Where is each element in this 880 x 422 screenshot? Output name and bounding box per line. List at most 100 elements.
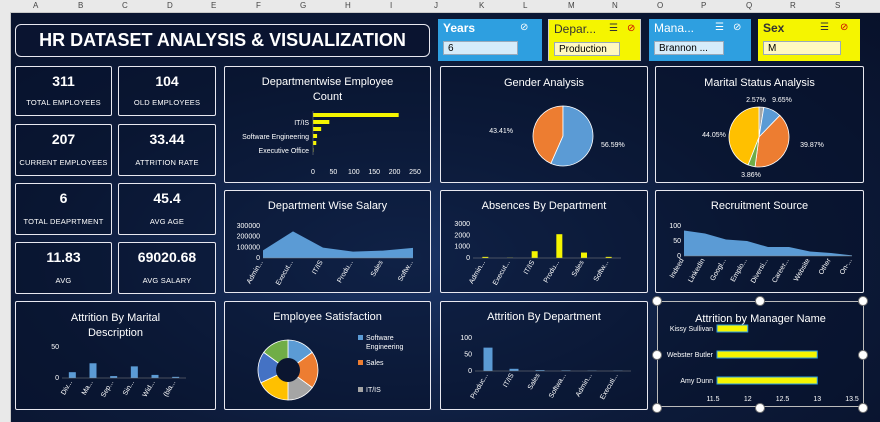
column-letter[interactable]: P xyxy=(701,1,707,10)
dashboard-title-box: HR DATASET ANALYSIS & VISUALIZATION xyxy=(15,24,430,57)
tick-label: 11.5 xyxy=(706,396,719,403)
area-series xyxy=(263,231,413,258)
resize-handle[interactable] xyxy=(858,403,868,413)
chart-absences[interactable]: Absences By Department 0 1000 2000 3000 Admin… xyxy=(440,190,648,293)
column-letter[interactable]: E xyxy=(211,1,217,10)
category-label: Produ... xyxy=(543,259,561,284)
area-series xyxy=(684,230,852,256)
category-label: Webster Butler xyxy=(667,352,714,359)
tick-label: 13 xyxy=(813,396,821,403)
kpi-value: 33.44 xyxy=(149,131,185,147)
column-letter[interactable]: A xyxy=(33,1,39,10)
bar xyxy=(313,134,318,138)
column-letter[interactable]: S xyxy=(835,1,841,10)
column-letter[interactable]: M xyxy=(568,1,575,10)
resize-handle[interactable] xyxy=(652,296,662,306)
column-letter[interactable]: G xyxy=(300,1,307,10)
data-label: 39.87% xyxy=(800,142,824,149)
legend-label: Sales xyxy=(366,360,384,367)
satisfaction-svg: Software Engineering Sales IT/IS xyxy=(257,335,403,401)
tick-label: 0 xyxy=(466,255,470,262)
slicer-sex[interactable]: Sex ☰ ⊘ M xyxy=(758,19,860,61)
clear-filter-icon[interactable]: ⊘ xyxy=(520,22,529,33)
data-label: 2.57% xyxy=(746,97,766,104)
column-letter[interactable]: O xyxy=(657,1,664,10)
row-header-bar xyxy=(0,12,11,422)
tick-label: 50 xyxy=(464,352,472,359)
column-letter[interactable]: R xyxy=(790,1,796,10)
bar xyxy=(110,376,118,378)
column-letter[interactable]: B xyxy=(78,1,84,10)
category-label: Execut... xyxy=(492,259,512,286)
category-label: Execut... xyxy=(275,259,295,286)
column-letter[interactable]: D xyxy=(167,1,173,10)
kpi-label: AVG SALARY xyxy=(142,276,192,285)
category-label: Googl... xyxy=(709,257,727,282)
multiselect-icon[interactable]: ☰ xyxy=(609,23,618,34)
kpi-avg: 11.83 AVG xyxy=(15,242,112,294)
chart-gender[interactable]: Gender Analysis 43.41% 56.59% xyxy=(440,66,648,183)
column-letter[interactable]: J xyxy=(434,1,438,10)
tick-label: 100000 xyxy=(237,244,260,251)
attr-dept-svg: 0 50 100 Produc... IT/IS Sales Softwa... Admin.… xyxy=(460,335,631,401)
column-letter[interactable]: C xyxy=(122,1,128,10)
resize-handle[interactable] xyxy=(652,350,662,360)
multiselect-icon[interactable]: ☰ xyxy=(820,22,829,33)
resize-handle[interactable] xyxy=(858,350,868,360)
tick-label: 0 xyxy=(468,368,472,375)
category-label: IT/IS xyxy=(502,372,516,389)
chart-satisfaction[interactable]: Employee Satisfaction Software Engineering… xyxy=(224,301,431,410)
column-letter[interactable]: H xyxy=(345,1,351,10)
chart-attr-manager[interactable]: Attrition by Manager Name Kissy Sullivan W… xyxy=(657,301,864,407)
kpi-avg-salary: 69020.68 AVG SALARY xyxy=(118,242,216,294)
tick-label: 250 xyxy=(409,169,421,176)
resize-handle[interactable] xyxy=(858,296,868,306)
category-label: Sep... xyxy=(100,379,115,398)
tick-label: 0 xyxy=(311,169,315,176)
column-letter[interactable]: L xyxy=(523,1,528,10)
chart-title: Attrition By Marital Description xyxy=(70,312,161,339)
category-label: IT/IS xyxy=(523,259,537,276)
bar xyxy=(313,113,399,117)
category-label: Diversi... xyxy=(750,257,770,284)
slicer-years-value[interactable]: 6 xyxy=(443,41,518,55)
donut-slice xyxy=(287,351,319,389)
chart-attr-dept[interactable]: Attrition By Department 0 50 100 Produc... IT… xyxy=(440,301,648,410)
chart-attr-marital[interactable]: Attrition By Marital Description 0 50 Div..… xyxy=(15,301,216,410)
slicer-years[interactable]: Years ⊘ 6 xyxy=(438,19,542,61)
slicer-manager-value[interactable]: Brannon ... xyxy=(654,41,724,55)
category-label: Div... xyxy=(60,379,74,396)
bar xyxy=(151,374,159,378)
chart-recruit[interactable]: Recruitment Source 0 50 100 Indeed LinkedIn Go… xyxy=(655,190,864,293)
attr-marital-svg: 0 50 Div... Ma... Sep... Sin... Wid... (bla... xyxy=(51,344,186,399)
slicer-department[interactable]: Depar... ☰ ⊘ Production xyxy=(548,19,641,61)
slicer-department-value[interactable]: Production xyxy=(554,42,620,56)
chart-marital[interactable]: Marital Status Analysis 2.57% 9.65% 39.87% 3… xyxy=(655,66,864,183)
slicer-sex-label: Sex xyxy=(763,21,785,35)
clear-filter-icon[interactable]: ⊘ xyxy=(627,23,636,34)
slicer-manager-label: Mana... xyxy=(654,21,695,35)
slicer-sex-value[interactable]: M xyxy=(763,41,841,55)
bar xyxy=(483,347,493,371)
column-letter[interactable]: F xyxy=(256,1,261,10)
column-letter[interactable]: I xyxy=(390,1,393,10)
clear-filter-icon[interactable]: ⊘ xyxy=(733,22,742,33)
clear-filter-icon[interactable]: ⊘ xyxy=(840,22,849,33)
category-label: Ma... xyxy=(81,379,95,396)
kpi-label: TOTAL DEAPRTMENT xyxy=(23,217,104,226)
multiselect-icon[interactable]: ☰ xyxy=(715,22,724,33)
chart-dept-salary[interactable]: Department Wise Salary 0 100000 200000 30000… xyxy=(224,190,431,293)
slicer-manager[interactable]: Mana... ☰ ⊘ Brannon ... xyxy=(649,19,751,61)
kpi-total-employees: 311 TOTAL EMPLOYEES xyxy=(15,66,112,116)
chart-dept-count[interactable]: Departmentwise Employee Count Executive O… xyxy=(224,66,431,183)
resize-handle[interactable] xyxy=(755,403,765,413)
resize-handle[interactable] xyxy=(652,403,662,413)
column-letter[interactable]: Q xyxy=(746,1,753,10)
kpi-label: TOTAL EMPLOYEES xyxy=(26,98,101,107)
kpi-value: 45.4 xyxy=(153,190,181,206)
pie-slice xyxy=(532,105,564,164)
column-letter[interactable]: N xyxy=(612,1,618,10)
bar xyxy=(556,234,563,258)
column-letter[interactable]: K xyxy=(479,1,485,10)
resize-handle[interactable] xyxy=(755,296,765,306)
